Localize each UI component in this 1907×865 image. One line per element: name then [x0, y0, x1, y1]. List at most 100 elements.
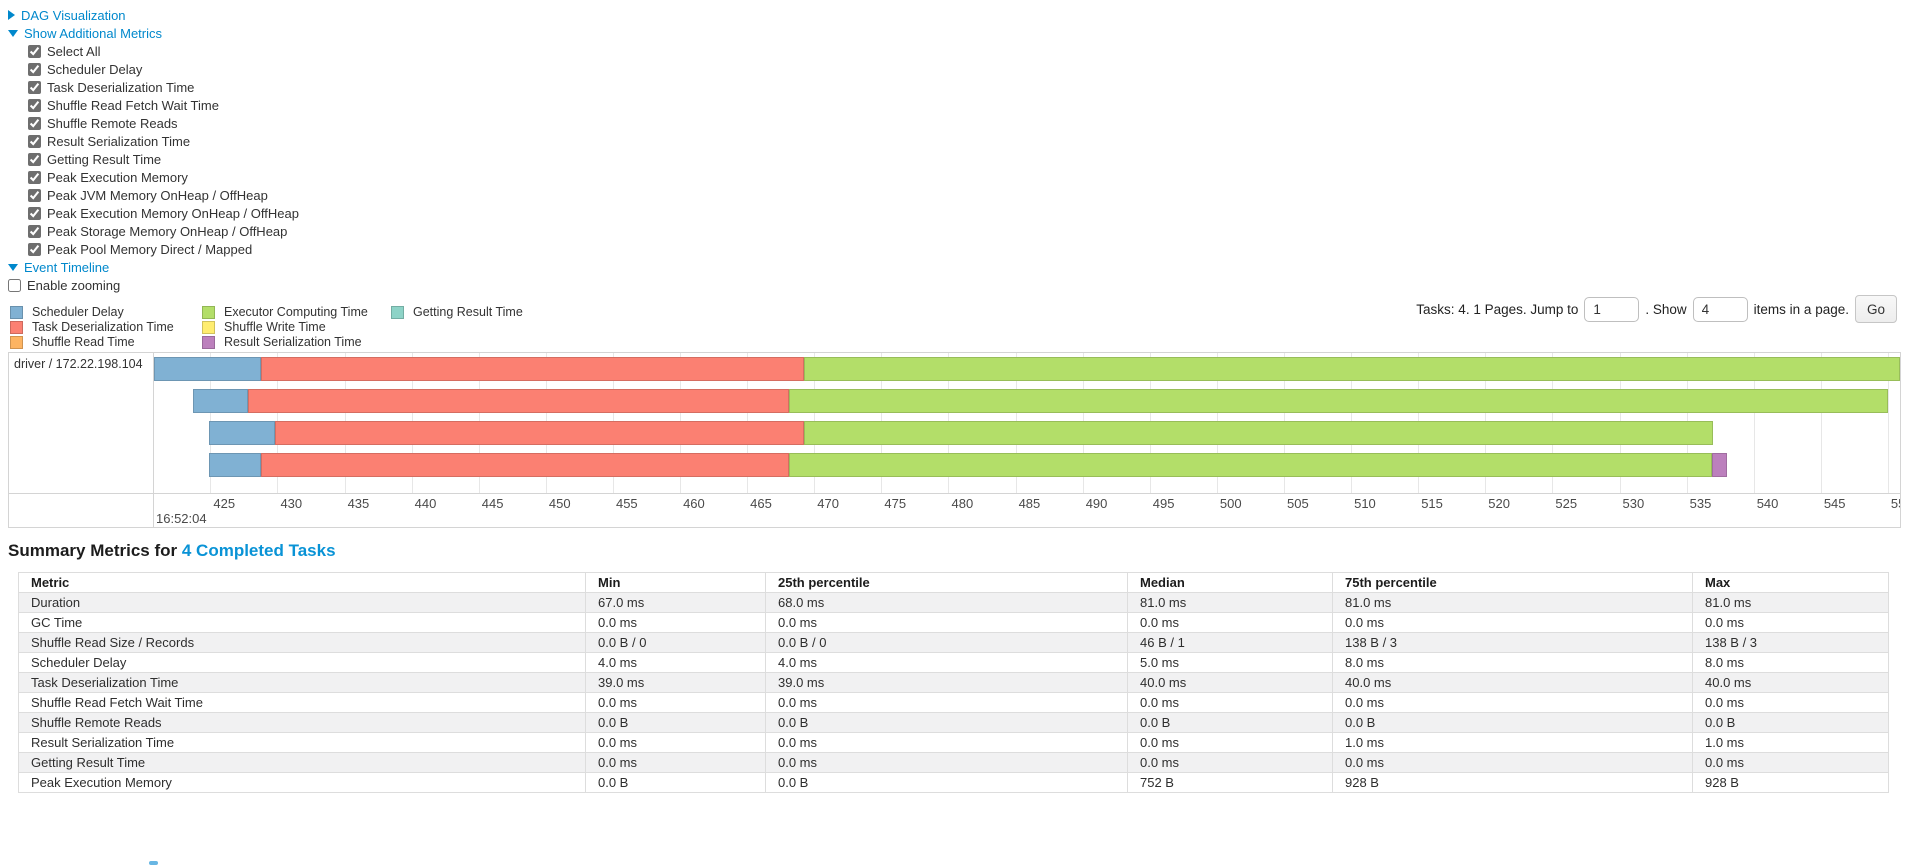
- axis-tick-label: 525: [1555, 496, 1578, 511]
- summary-title-prefix: Summary Metrics for: [8, 541, 178, 560]
- metric-checkbox-row[interactable]: Peak Execution Memory: [28, 168, 299, 186]
- summary-table-row: Result Serialization Time 0.0 ms 0.0 ms 0.0…: [18, 732, 1889, 753]
- summary-table-row: Peak Execution Memory 0.0 B 0.0 B 752 B 928 …: [18, 772, 1889, 793]
- enable-zooming-checkbox[interactable]: [8, 278, 21, 292]
- legend-item: Result Serialization Time: [202, 335, 391, 349]
- metric-checkbox-row[interactable]: Peak JVM Memory OnHeap / OffHeap: [28, 186, 299, 204]
- legend-swatch: [202, 320, 215, 334]
- metric-value-cell: 40.0 ms: [1332, 672, 1693, 693]
- task-3-task-deserialization-bar[interactable]: [261, 453, 789, 477]
- metric-value-cell: 81.0 ms: [1332, 592, 1693, 613]
- metric-checkbox[interactable]: [28, 224, 41, 238]
- go-button[interactable]: Go: [1854, 295, 1897, 323]
- axis-tick-label: 465: [750, 496, 772, 511]
- task-1-executor-computing-bar[interactable]: [788, 389, 1888, 413]
- metric-checkbox-label: Scheduler Delay: [47, 61, 143, 77]
- metric-checkbox[interactable]: [28, 44, 41, 58]
- axis-tick-label: 490: [1085, 496, 1108, 511]
- event-timeline-link[interactable]: Event Timeline: [24, 259, 110, 275]
- axis-tick-label: 540: [1756, 496, 1779, 511]
- task-2-scheduler-delay-bar[interactable]: [209, 421, 275, 445]
- metric-checkbox[interactable]: [28, 62, 41, 76]
- metric-checkbox-row[interactable]: Peak Execution Memory OnHeap / OffHeap: [28, 204, 299, 222]
- metric-checkbox-label: Task Deserialization Time: [47, 79, 195, 95]
- metric-checkbox-row[interactable]: Select All: [28, 42, 299, 60]
- metric-checkbox-row[interactable]: Scheduler Delay: [28, 60, 299, 78]
- summary-table-row: Shuffle Read Size / Records 0.0 B / 0 0.0 …: [18, 632, 1889, 653]
- enable-zooming-row[interactable]: Enable zooming: [8, 276, 299, 294]
- metric-value-cell: 8.0 ms: [1332, 652, 1693, 673]
- axis-tick-label: 430: [280, 496, 303, 511]
- legend-item: Task Deserialization Time: [10, 320, 202, 334]
- metric-checkbox[interactable]: [28, 152, 41, 166]
- metric-value-cell: 0.0 B / 0: [585, 632, 766, 653]
- time-axis: 425 430 435 440 445 450 455 460 465 470 475 480 485 4…: [154, 496, 1900, 512]
- task-2-executor-computing-bar[interactable]: [803, 421, 1714, 445]
- metric-value-cell: 0.0 B: [765, 772, 1128, 793]
- task-0-scheduler-delay-bar[interactable]: [154, 357, 262, 381]
- metric-checkbox-label: Select All: [47, 43, 101, 59]
- event-timeline-toggle[interactable]: Event Timeline: [8, 258, 299, 276]
- metric-checkbox[interactable]: [28, 188, 41, 202]
- metric-checkbox[interactable]: [28, 116, 41, 130]
- axis-tick-label: 530: [1622, 496, 1645, 511]
- metric-checkbox-row[interactable]: Peak Storage Memory OnHeap / OffHeap: [28, 222, 299, 240]
- metric-checkbox-row[interactable]: Task Deserialization Time: [28, 78, 299, 96]
- legend-column: Executor Computing Time Shuffle Write Tim…: [202, 305, 391, 350]
- task-pagination: Tasks: 4. 1 Pages. Jump to . Show items …: [1416, 294, 1897, 324]
- metric-value-cell: 0.0 ms: [585, 732, 766, 753]
- task-0-executor-computing-bar[interactable]: [803, 357, 1900, 381]
- task-3-scheduler-delay-bar[interactable]: [209, 453, 262, 477]
- task-1-task-deserialization-bar[interactable]: [247, 389, 789, 413]
- summary-table-row: Shuffle Read Fetch Wait Time 0.0 ms 0.0 ms…: [18, 692, 1889, 713]
- axis-tick-label: 510: [1354, 496, 1376, 511]
- grid-line: [1887, 353, 1889, 493]
- metric-value-cell: 0.0 ms: [585, 752, 766, 773]
- show-additional-metrics-link[interactable]: Show Additional Metrics: [24, 25, 163, 41]
- metric-value-cell: 81.0 ms: [1692, 592, 1889, 613]
- metric-checkbox-row[interactable]: Shuffle Read Fetch Wait Time: [28, 96, 299, 114]
- metric-checkbox-row[interactable]: Shuffle Remote Reads: [28, 114, 299, 132]
- enable-zooming-label: Enable zooming: [27, 277, 121, 293]
- metric-checkbox[interactable]: [28, 134, 41, 148]
- legend-label: Shuffle Read Time: [32, 335, 135, 349]
- task-3-result-serialization-bar[interactable]: [1712, 453, 1727, 477]
- timeline-legend: Scheduler Delay Task Deserialization Time…: [10, 305, 523, 350]
- dag-visualization-link[interactable]: DAG Visualization: [21, 7, 126, 23]
- metric-value-cell: 0.0 ms: [765, 732, 1128, 753]
- metric-value-cell: 46 B / 1: [1127, 632, 1333, 653]
- metric-checkbox[interactable]: [28, 242, 41, 256]
- legend-label: Executor Computing Time: [224, 305, 368, 319]
- show-additional-metrics-toggle[interactable]: Show Additional Metrics: [8, 24, 299, 42]
- dag-visualization-toggle[interactable]: DAG Visualization: [8, 6, 299, 24]
- metric-checkbox-row[interactable]: Result Serialization Time: [28, 132, 299, 150]
- metric-value-cell: 138 B / 3: [1692, 632, 1889, 653]
- metric-value-cell: 0.0 ms: [1127, 692, 1333, 713]
- executor-label: driver / 172.22.198.104: [14, 357, 143, 371]
- jump-to-page-input[interactable]: [1584, 296, 1640, 322]
- metric-value-cell: 1.0 ms: [1692, 732, 1889, 753]
- task-3-executor-computing-bar[interactable]: [788, 453, 1713, 477]
- legend-swatch: [202, 305, 215, 319]
- metric-checkbox[interactable]: [28, 206, 41, 220]
- metric-checkbox-label: Peak JVM Memory OnHeap / OffHeap: [47, 187, 268, 203]
- metric-checkbox[interactable]: [28, 170, 41, 184]
- task-2-task-deserialization-bar[interactable]: [274, 421, 804, 445]
- items-per-page-input[interactable]: [1692, 296, 1748, 322]
- task-0-task-deserialization-bar[interactable]: [261, 357, 804, 381]
- completed-tasks-link[interactable]: 4 Completed Tasks: [181, 541, 336, 560]
- metric-value-cell: 40.0 ms: [1127, 672, 1333, 693]
- metric-checkbox-row[interactable]: Peak Pool Memory Direct / Mapped: [28, 240, 299, 258]
- summary-column-header: 75th percentile: [1332, 572, 1693, 593]
- task-1-scheduler-delay-bar[interactable]: [192, 389, 248, 413]
- legend-column: Getting Result Time: [391, 305, 523, 350]
- metric-checkbox[interactable]: [28, 80, 41, 94]
- metric-value-cell: 0.0 ms: [585, 612, 766, 633]
- metric-value-cell: 0.0 ms: [765, 612, 1128, 633]
- metric-checkbox-row[interactable]: Getting Result Time: [28, 150, 299, 168]
- summary-metrics-title: Summary Metrics for 4 Completed Tasks: [8, 541, 336, 561]
- metric-value-cell: 0.0 ms: [1692, 692, 1889, 713]
- metric-value-cell: 0.0 ms: [765, 692, 1128, 713]
- metric-checkbox[interactable]: [28, 98, 41, 112]
